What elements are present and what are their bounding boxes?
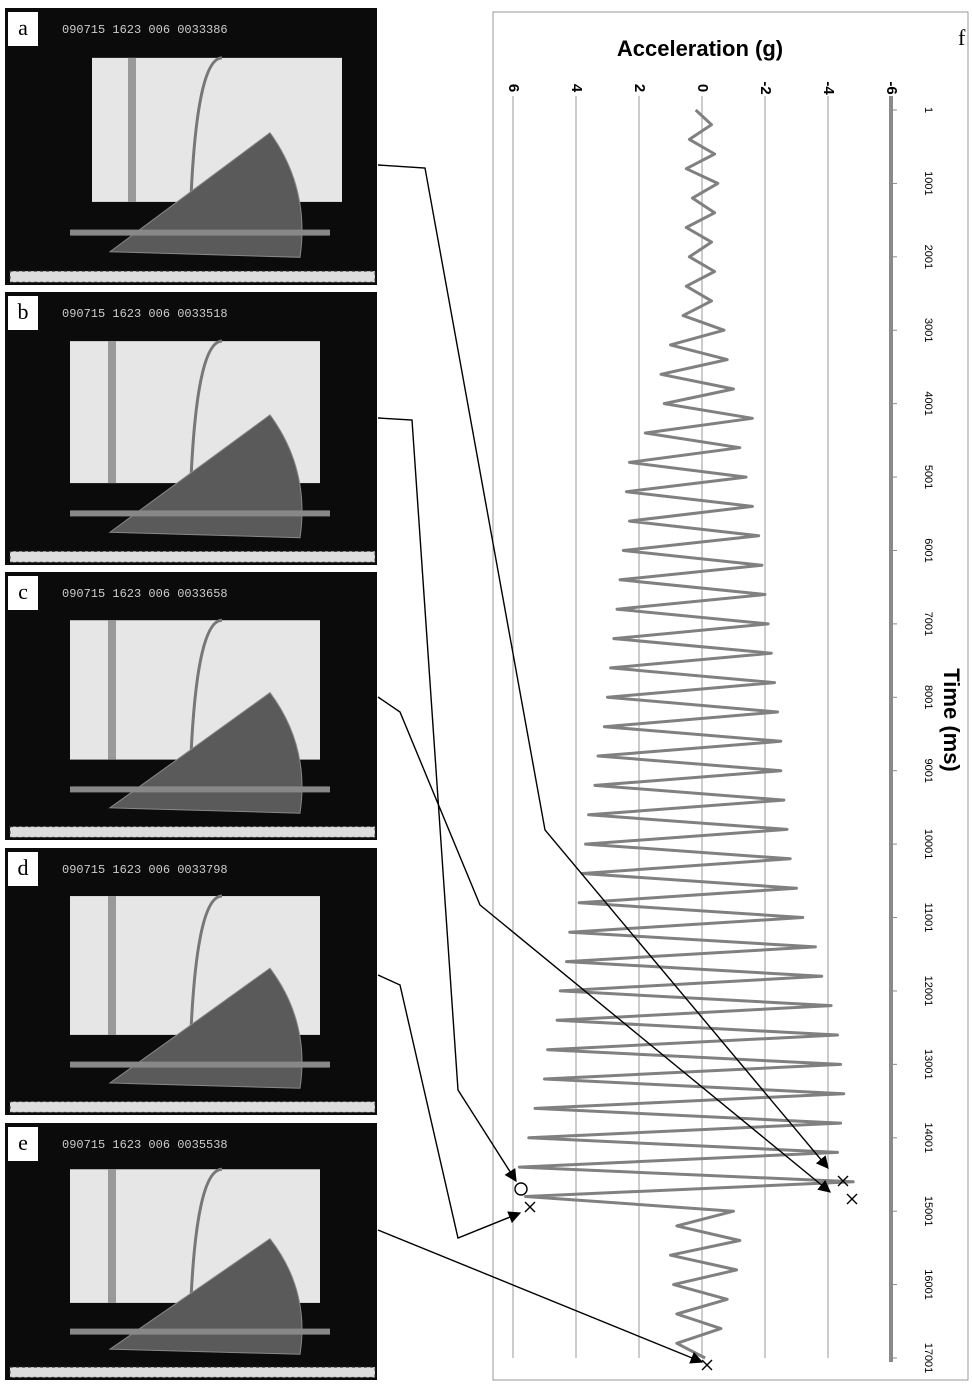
x-tick-label: 9001 xyxy=(922,758,934,782)
marker-cross xyxy=(701,1359,713,1371)
x-tick-label: 1 xyxy=(922,107,934,113)
cable xyxy=(188,339,223,505)
x-tick-label: 2001 xyxy=(922,245,934,269)
x-tick-label: 11001 xyxy=(922,903,934,933)
x-tick-label: 10001 xyxy=(922,829,934,860)
ruler xyxy=(9,1101,376,1113)
sector-plate xyxy=(108,1237,303,1355)
timestamp: 090715 1623 006 0033518 xyxy=(62,307,228,321)
marker-cross xyxy=(846,1193,858,1205)
arrow xyxy=(377,974,522,1239)
y-tick-label: 4 xyxy=(568,84,585,93)
ruler xyxy=(9,1366,376,1378)
sector-plate xyxy=(108,967,303,1089)
base-plate xyxy=(70,229,330,236)
y-tick-label: 6 xyxy=(505,84,522,92)
y-tick-label: 2 xyxy=(631,84,648,92)
arrow xyxy=(377,1229,704,1364)
cable xyxy=(188,1167,223,1324)
base-plate xyxy=(70,1061,330,1068)
y-tick-label: -4 xyxy=(820,81,837,95)
cable xyxy=(188,56,223,225)
label-box xyxy=(8,576,38,610)
panel-label: c xyxy=(18,579,28,604)
foam-stripe xyxy=(108,896,116,1035)
x-tick-label: 6001 xyxy=(922,538,934,562)
photo-panel: b 090715 1623 006 0033518 xyxy=(5,292,377,565)
foam-stripe xyxy=(128,57,136,202)
x-tick-label: 4001 xyxy=(922,391,934,415)
marker-cross xyxy=(837,1175,849,1187)
ruler xyxy=(9,826,376,838)
base-plate xyxy=(70,510,330,517)
timestamp: 090715 1623 006 0033386 xyxy=(62,23,228,37)
x-tick-label: 13001 xyxy=(922,1049,934,1080)
data-line xyxy=(517,108,855,1360)
annotations xyxy=(377,164,858,1371)
photo-panel: e 090715 1623 006 0035538 xyxy=(5,1123,377,1380)
x-axis-title: Time (ms) xyxy=(939,668,964,772)
y-tick-label: -6 xyxy=(883,81,900,94)
panel-label: d xyxy=(18,855,29,880)
sector-plate xyxy=(108,691,303,814)
photo-panel: a 090715 1623 006 0033386 xyxy=(5,8,377,285)
label-box xyxy=(8,852,38,886)
panel-label: e xyxy=(18,1130,28,1155)
sector-plate xyxy=(108,414,303,539)
x-tick-label: 1001 xyxy=(922,171,934,195)
sector-plate xyxy=(108,131,303,258)
timestamp: 090715 1623 006 0035538 xyxy=(62,1138,228,1152)
marker-circle xyxy=(514,1182,528,1196)
photo-panel: d 090715 1623 006 0033798 xyxy=(5,848,377,1115)
x-tick-label: 15001 xyxy=(922,1196,934,1227)
panel-label: f xyxy=(958,25,966,50)
arrow xyxy=(377,417,517,1183)
x-tick-label: 17001 xyxy=(922,1343,934,1374)
marker-cross xyxy=(524,1201,536,1213)
y-tick-label: -2 xyxy=(757,81,774,94)
arrow xyxy=(377,696,831,1193)
x-tick-label: 3001 xyxy=(922,318,934,342)
ruler xyxy=(9,550,376,563)
foam-stripe xyxy=(108,341,116,484)
ruler xyxy=(9,270,376,283)
photo-panel: c 090715 1623 006 0033658 xyxy=(5,572,377,840)
panel-label: b xyxy=(18,299,29,324)
panel-label: a xyxy=(18,15,28,40)
x-tick-label: 12001 xyxy=(922,976,934,1007)
label-box xyxy=(8,12,38,46)
timestamp: 090715 1623 006 0033798 xyxy=(62,863,228,877)
arrow xyxy=(377,164,829,1169)
cable xyxy=(188,894,223,1057)
timestamp: 090715 1623 006 0033658 xyxy=(62,587,228,601)
base-plate xyxy=(70,786,330,793)
chart-frame xyxy=(492,11,969,1381)
x-tick-label: 16001 xyxy=(922,1269,934,1300)
foam-stripe xyxy=(108,1169,116,1303)
x-tick-label: 5001 xyxy=(922,465,934,489)
foam-stripe xyxy=(108,620,116,760)
y-tick-label: 0 xyxy=(694,84,711,92)
base-plate xyxy=(70,1328,330,1335)
label-box xyxy=(8,1127,38,1161)
x-tick-label: 14001 xyxy=(922,1122,934,1153)
x-tick-label: 8001 xyxy=(922,685,934,709)
label-box xyxy=(8,296,38,330)
cable xyxy=(188,618,223,782)
x-tick-label: 7001 xyxy=(922,612,934,636)
chart-title: Acceleration (g) xyxy=(617,36,783,61)
